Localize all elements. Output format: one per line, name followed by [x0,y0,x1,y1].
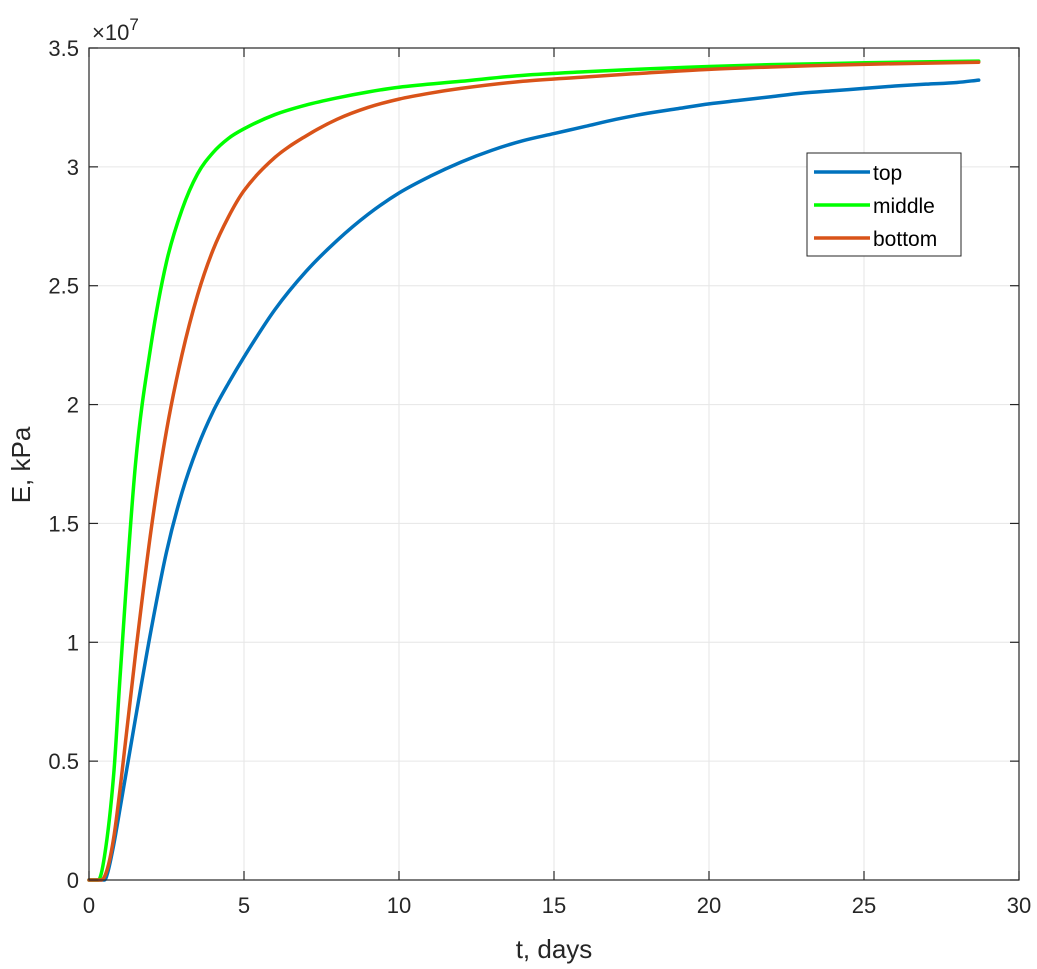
series-lines [87,59,981,882]
x-tick-label: 10 [387,893,411,918]
legend-label-bottom: bottom [873,228,937,251]
y-tick-labels: 0 0.5 1 1.5 2 2.5 3 3.5 [48,36,79,893]
series-line-middle [87,59,981,882]
x-tick-label: 0 [83,893,95,918]
x-tick-label: 5 [238,893,250,918]
y-tick-label: 0 [67,868,79,893]
tick-marks [88,47,1020,881]
y-tick-label: 0.5 [48,749,79,774]
y-tick-label: 2.5 [48,274,79,299]
series-line-bottom [87,60,981,882]
y-exponent-base: ×10 [92,20,129,45]
y-tick-label: 3.5 [48,36,79,61]
x-tick-label: 15 [542,893,566,918]
series-line-top [87,78,981,882]
x-tick-labels: 0 5 10 15 20 25 30 [83,893,1031,918]
y-exponent-label: ×107 [92,15,139,45]
legend-label-top: top [873,162,902,185]
y-tick-label: 2 [67,393,79,418]
x-axis-label: t, days [516,934,593,964]
legend: top middle bottom [806,152,962,257]
y-axis-label: E, kPa [6,426,36,503]
y-exponent-power: 7 [129,15,138,34]
x-tick-label: 30 [1007,893,1031,918]
y-tick-label: 1.5 [48,511,79,536]
x-tick-label: 25 [852,893,876,918]
legend-label-middle: middle [873,195,935,218]
y-tick-label: 3 [67,155,79,180]
x-tick-label: 20 [697,893,721,918]
y-tick-label: 1 [67,630,79,655]
